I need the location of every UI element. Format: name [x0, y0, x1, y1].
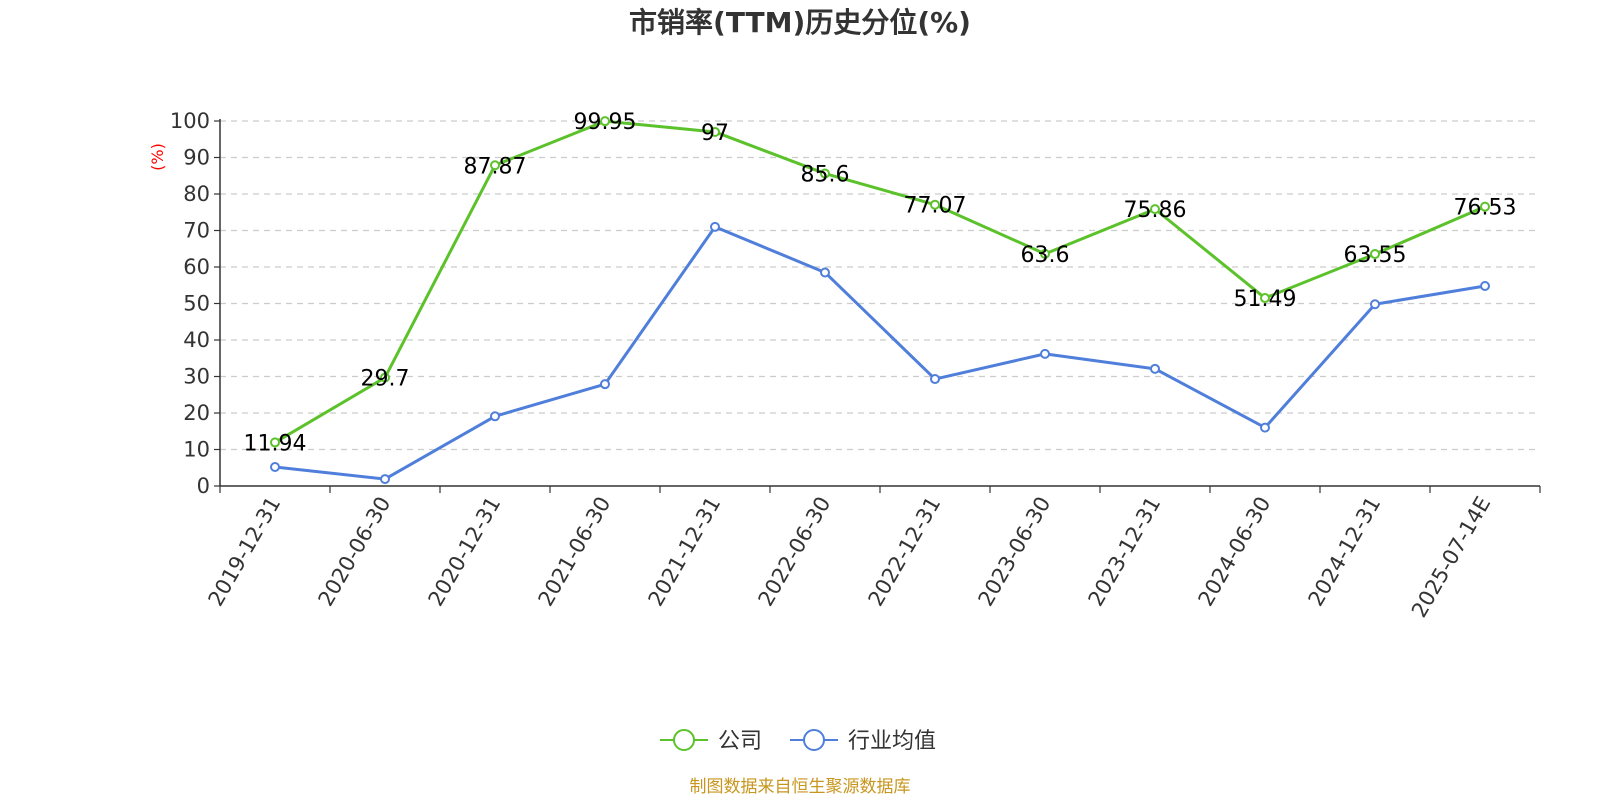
- data-point[interactable]: [1370, 249, 1380, 260]
- series: [270, 116, 1490, 485]
- data-point[interactable]: [380, 474, 390, 485]
- y-tick-label: 30: [183, 365, 210, 389]
- legend-item-industry[interactable]: 行业均值: [790, 729, 936, 754]
- chart-title: 市销率(TTM)历史分位(%): [629, 6, 971, 39]
- data-point[interactable]: [270, 437, 280, 448]
- data-point[interactable]: [1260, 422, 1270, 433]
- x-tick-label: 2019-12-31: [204, 493, 286, 611]
- data-point[interactable]: [600, 379, 610, 390]
- y-tick-label: 10: [183, 438, 210, 462]
- series-line-0: [274, 119, 1486, 444]
- x-tick-label: 2022-06-30: [754, 493, 836, 611]
- legend-item-company[interactable]: 公司: [660, 729, 762, 754]
- y-tick-label: 20: [183, 401, 210, 425]
- x-tick-label: 2025-07-14E: [1407, 493, 1495, 622]
- data-label: 63.55: [1344, 243, 1407, 268]
- source-note: 制图数据来自恒生聚源数据库: [690, 777, 911, 797]
- data-label: 11.94: [244, 431, 307, 456]
- data-point[interactable]: [1480, 280, 1490, 291]
- data-label: 99.95: [574, 110, 637, 135]
- data-point[interactable]: [490, 160, 500, 171]
- data-label: 85.6: [801, 163, 850, 188]
- data-point[interactable]: [1150, 204, 1160, 215]
- data-point[interactable]: [820, 267, 830, 278]
- grid: [220, 120, 1540, 451]
- data-label: 97: [701, 121, 729, 146]
- x-tick-label: 2020-06-30: [314, 493, 396, 611]
- x-tick-label: 2024-12-31: [1304, 493, 1386, 611]
- y-tick-label: 50: [183, 292, 210, 316]
- y-tick-label: 0: [197, 474, 210, 498]
- data-label: 75.86: [1124, 198, 1187, 223]
- data-point[interactable]: [710, 221, 720, 232]
- data-point[interactable]: [1040, 348, 1050, 359]
- data-point[interactable]: [1480, 201, 1490, 212]
- x-tick-label: 2021-06-30: [534, 493, 616, 611]
- y-axis-label: (%): [148, 143, 167, 171]
- data-point[interactable]: [1260, 293, 1270, 304]
- data-point[interactable]: [490, 411, 500, 422]
- x-tick-label: 2021-12-31: [644, 493, 726, 611]
- data-label: 63.6: [1021, 243, 1070, 268]
- y-tick-label: 60: [183, 255, 210, 279]
- x-tick-label: 2023-12-31: [1084, 493, 1166, 611]
- data-label: 76.53: [1454, 196, 1517, 221]
- data-point[interactable]: [820, 168, 830, 179]
- data-label: 87.87: [464, 154, 527, 179]
- data-point[interactable]: [1370, 299, 1380, 310]
- y-tick-label: 70: [183, 219, 210, 243]
- y-tick-label: 100: [170, 109, 210, 133]
- axes: 0 10 20 30 40 50 60 70 80 90 100 2019-12-31 2020-06-…: [170, 109, 1541, 622]
- data-point[interactable]: [1150, 363, 1160, 374]
- data-point[interactable]: [270, 462, 280, 473]
- data-point[interactable]: [930, 374, 940, 385]
- data-point[interactable]: [1040, 248, 1050, 259]
- x-tick-label: 2020-12-31: [424, 493, 506, 611]
- data-label: 51.49: [1234, 287, 1297, 312]
- data-point[interactable]: [380, 372, 390, 383]
- legend[interactable]: 公司 行业均值: [660, 729, 936, 754]
- data-label: 77.07: [904, 194, 967, 219]
- legend-company-marker-icon: [673, 729, 695, 751]
- legend-industry-marker-icon: [803, 729, 825, 751]
- legend-industry-label: 行业均值: [848, 729, 936, 754]
- x-tick-label: 2022-12-31: [864, 493, 946, 611]
- y-tick-label: 80: [183, 182, 210, 206]
- data-point[interactable]: [600, 116, 610, 127]
- x-tick-label: 2024-06-30: [1194, 493, 1276, 611]
- x-tick-label: 2023-06-30: [974, 493, 1056, 611]
- y-tick-label: 90: [183, 146, 210, 170]
- data-labels: 11.94 29.7 87.87 99.95 97 85.6 77.07 63.6 75.86 5…: [244, 110, 1517, 456]
- legend-company-label: 公司: [718, 729, 762, 754]
- data-point[interactable]: [710, 126, 720, 137]
- y-tick-label: 40: [183, 328, 210, 352]
- data-point[interactable]: [930, 199, 940, 210]
- data-label: 29.7: [361, 367, 410, 392]
- series-line-1: [274, 225, 1486, 481]
